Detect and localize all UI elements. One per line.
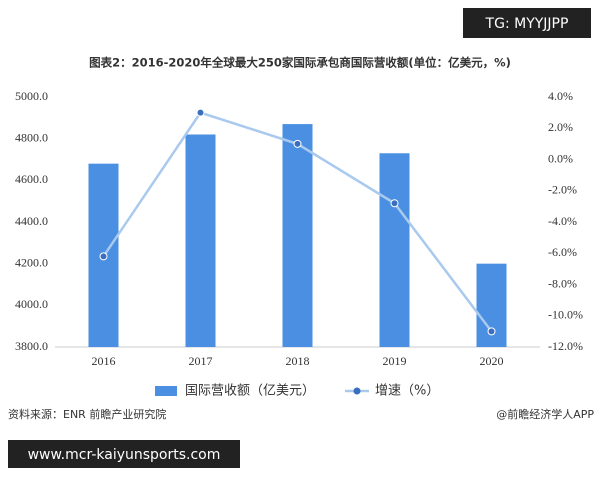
y2-tick-label: -4.0%	[548, 214, 577, 228]
y-tick-label: 4200.0	[15, 255, 48, 269]
y-tick-label: 4000.0	[15, 297, 48, 311]
x-tick-label: 2017	[189, 354, 213, 368]
line-point	[293, 139, 302, 148]
credit: @前瞻经济学人APP	[496, 407, 594, 421]
bar	[379, 153, 410, 347]
y-tick-label: 5000.0	[15, 89, 48, 103]
y2-tick-label: -10.0%	[548, 308, 583, 322]
y2-tick-label: -12.0%	[548, 339, 583, 353]
footer-box	[8, 440, 240, 468]
source: 资料来源：ENR 前瞻产业研究院	[8, 407, 166, 421]
y2-tick-label: 2.0%	[548, 120, 573, 134]
legend-swatch	[155, 386, 177, 396]
y2-tick-label: 4.0%	[548, 89, 573, 103]
line-point	[99, 252, 108, 261]
bar	[282, 124, 313, 347]
y2-tick-label: -8.0%	[548, 276, 577, 290]
legend-swatch	[353, 387, 361, 395]
legend-label: 增速（%）	[375, 384, 439, 399]
x-tick-label: 2019	[383, 354, 407, 368]
y-tick-label: 4800.0	[15, 130, 48, 144]
y-tick-label: 4400.0	[15, 214, 48, 228]
legend-label: 国际营收额（亿美元）	[185, 384, 315, 399]
line-point	[487, 327, 496, 336]
badge-box	[463, 8, 591, 38]
badge: TG: MYYJJPP	[485, 16, 569, 32]
y2-tick-label: -6.0%	[548, 245, 577, 259]
x-tick-label: 2020	[480, 354, 504, 368]
y-tick-label: 4600.0	[15, 172, 48, 186]
line-point	[196, 108, 205, 117]
y2-tick-label: 0.0%	[548, 151, 573, 165]
bar	[185, 134, 216, 347]
y2-tick-label: -2.0%	[548, 183, 577, 197]
footer-url: www.mcr-kaiyunsports.com	[28, 447, 221, 463]
y-tick-label: 3800.0	[15, 339, 48, 353]
x-tick-label: 2016	[92, 354, 116, 368]
chart-title: 图表2：2016-2020年全球最大250家国际承包商国际营收额(单位：亿美元，…	[89, 56, 511, 70]
x-tick-label: 2018	[286, 354, 310, 368]
line-point	[390, 199, 399, 208]
